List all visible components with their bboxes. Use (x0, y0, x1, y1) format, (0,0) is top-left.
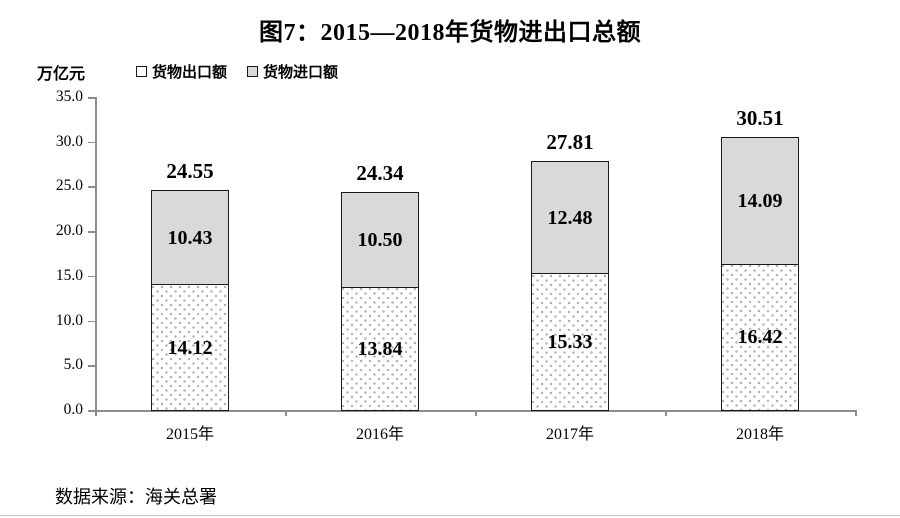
y-axis-tick-label: 30.0 (55, 132, 83, 150)
export-value-label: 16.42 (737, 326, 783, 349)
x-axis-category-label: 2016年 (355, 426, 404, 443)
legend-label: 货物进口额 (263, 64, 339, 81)
total-value-label: 30.51 (736, 106, 784, 131)
y-axis-tick (88, 231, 95, 233)
total-value-label: 24.34 (356, 161, 404, 186)
y-axis-line (95, 97, 97, 410)
data-source-note: 数据来源：海关总署 (55, 487, 217, 507)
x-axis-category-label: 2017年 (545, 426, 594, 443)
x-axis-tick (665, 410, 667, 416)
import-value-label: 12.48 (547, 206, 593, 229)
total-value-label: 27.81 (546, 130, 594, 155)
x-axis-tick (285, 410, 287, 416)
y-axis-tick (88, 97, 95, 99)
chart-legend: 货物出口额 货物进口额 (136, 61, 338, 82)
bar-segment-imports: 10.50 (341, 192, 419, 288)
chart-title: 图7：2015—2018年货物进出口总额 (259, 20, 641, 46)
y-axis-tick-label: 35.0 (55, 88, 83, 105)
export-value-label: 14.12 (167, 336, 213, 359)
y-axis-tick-label: 5.0 (63, 356, 83, 374)
gray-square-icon (247, 66, 259, 77)
legend-label: 货物出口额 (152, 64, 228, 81)
x-axis-category-label: 2018年 (735, 426, 784, 443)
bar-segment-imports: 10.43 (151, 190, 229, 286)
page-bottom-divider (0, 515, 900, 516)
y-axis-tick-label: 20.0 (55, 222, 83, 240)
x-axis-category-label: 2015年 (165, 426, 214, 443)
y-axis-tick (88, 141, 95, 144)
bar-segment-exports: 15.33 (531, 272, 609, 412)
x-axis-tick (95, 410, 97, 416)
import-value-label: 10.43 (167, 226, 213, 249)
dotted-white-square-icon (136, 66, 147, 77)
export-value-label: 15.33 (547, 331, 593, 354)
y-axis-tick (88, 365, 95, 367)
bar-segment-imports: 14.09 (721, 137, 799, 265)
y-axis-tick-label: 25.0 (55, 177, 83, 195)
y-axis-tick (88, 186, 95, 188)
x-axis-tick (855, 410, 857, 416)
import-value-label: 14.09 (737, 189, 783, 212)
bar-segment-exports: 14.12 (151, 283, 229, 412)
y-axis-tick (88, 320, 95, 323)
x-axis-tick (475, 410, 477, 416)
y-axis-unit-label: 万亿元 (37, 66, 86, 83)
y-axis-tick-label: 15.0 (55, 266, 83, 284)
total-value-label: 24.55 (166, 159, 214, 184)
y-axis-tick-label: 0.0 (63, 401, 83, 418)
legend-item-imports: 货物进口额 (247, 61, 338, 82)
bar-segment-imports: 12.48 (531, 161, 609, 275)
bar-segment-exports: 16.42 (721, 263, 799, 412)
bar-segment-exports: 13.84 (341, 286, 419, 412)
y-axis-tick (88, 410, 95, 412)
legend-item-exports: 货物出口额 (136, 61, 227, 82)
y-axis-tick (88, 275, 95, 278)
import-value-label: 10.50 (357, 229, 403, 252)
y-axis-tick-label: 10.0 (55, 311, 83, 329)
export-value-label: 13.84 (357, 337, 403, 360)
